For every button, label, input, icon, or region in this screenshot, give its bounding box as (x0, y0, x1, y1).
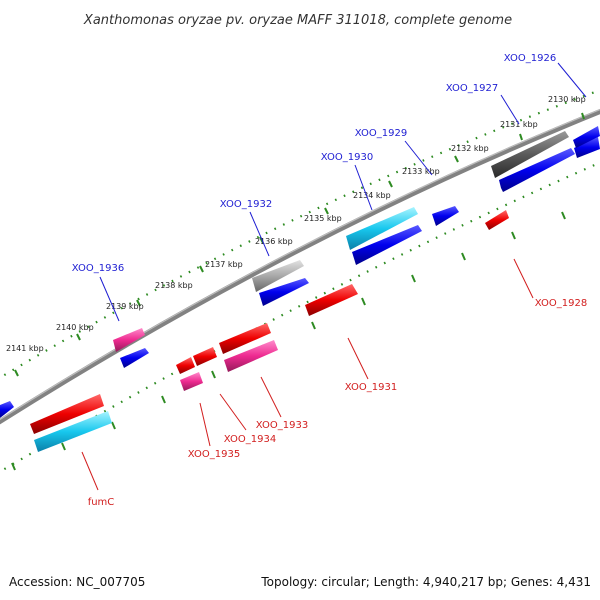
outer-tick (388, 180, 393, 188)
forward-leader-lines (99, 62, 587, 322)
gene-feature[interactable] (0, 401, 14, 418)
kbp-label: 2131 kbp (500, 120, 538, 129)
gene-feature[interactable] (485, 210, 509, 230)
leader-line (500, 94, 520, 125)
gene-feature[interactable] (30, 394, 104, 434)
inner-tick (561, 211, 566, 220)
kbp-label: 2138 kbp (155, 281, 193, 290)
gene-label[interactable]: XOO_1934 (224, 434, 276, 445)
outer-tick (136, 299, 141, 307)
gene-label[interactable]: XOO_1929 (355, 128, 407, 139)
gene-feature[interactable] (574, 137, 600, 158)
inner-tick (111, 421, 116, 430)
outer-tick (324, 207, 329, 215)
gene-feature[interactable] (180, 372, 203, 391)
gene-feature[interactable] (120, 348, 149, 368)
map-title: Xanthomonas oryzae pv. oryzae MAFF 31101… (83, 13, 512, 28)
kbp-label: 2136 kbp (255, 237, 293, 246)
gene-label[interactable]: XOO_1932 (220, 199, 272, 210)
accession-text: Accession: NC_007705 (9, 575, 146, 589)
gene-label[interactable]: XOO_1933 (256, 420, 308, 431)
inner-tick (511, 231, 516, 240)
gene-feature[interactable] (491, 131, 569, 178)
kbp-label: 2132 kbp (451, 144, 489, 153)
kbp-label: 2139 kbp (106, 302, 144, 311)
forward-gene-labels: XOO_1926 XOO_1927 XOO_1929 XOO_1930 XOO_… (72, 53, 556, 274)
gene-label[interactable]: XOO_1936 (72, 263, 124, 274)
gene-feature[interactable] (219, 323, 271, 354)
gene-feature[interactable] (259, 278, 309, 306)
gene-feature[interactable] (193, 347, 217, 366)
gene-feature[interactable] (176, 357, 195, 374)
leader-line (557, 62, 587, 98)
outer-tick (581, 112, 585, 120)
leader-line (347, 337, 369, 380)
leader-line (354, 164, 373, 211)
inner-tick (361, 297, 366, 306)
gene-label[interactable]: XOO_1930 (321, 152, 373, 163)
gene-label[interactable]: XOO_1927 (446, 83, 498, 94)
inner-tick (311, 321, 316, 330)
kbp-label: 2135 kbp (304, 214, 342, 223)
gene-feature[interactable] (113, 328, 145, 352)
inner-track-ticks (11, 211, 566, 471)
leader-line (219, 393, 247, 431)
gene-label[interactable]: XOO_1928 (535, 298, 587, 309)
gene-label[interactable]: XOO_1935 (188, 449, 240, 460)
outer-tick (76, 333, 81, 341)
outer-tick (519, 133, 523, 141)
reverse-genes-row (30, 210, 509, 452)
leader-line (513, 258, 534, 299)
gene-feature[interactable] (432, 206, 459, 226)
inner-tick (461, 252, 466, 261)
inner-tick (161, 395, 166, 404)
inner-tick (211, 370, 216, 379)
topology-text: Topology: circular; Length: 4,940,217 bp… (261, 575, 591, 589)
kbp-labels: 2130 kbp 2131 kbp 2132 kbp 2133 kbp 2134… (6, 95, 586, 353)
inner-tick (61, 442, 66, 451)
gene-feature[interactable] (499, 148, 575, 192)
leader-line (404, 140, 433, 176)
inner-tick (411, 274, 416, 283)
gene-label[interactable]: XOO_1926 (504, 53, 556, 64)
gene-label[interactable]: XOO_1931 (345, 382, 397, 393)
outer-tick (199, 265, 204, 273)
leader-line (260, 376, 282, 418)
kbp-label: 2137 kbp (205, 260, 243, 269)
gene-feature[interactable] (252, 260, 304, 292)
gene-feature[interactable] (573, 126, 600, 148)
leader-line (81, 451, 99, 491)
kbp-label: 2141 kbp (6, 344, 44, 353)
reverse-gene-labels: XOO_1928 XOO_1931 XOO_1933 XOO_1934 XOO_… (88, 298, 588, 508)
forward-genes-upper-row (113, 126, 600, 352)
kbp-label: 2134 kbp (353, 191, 391, 200)
gene-feature[interactable] (224, 340, 278, 372)
reverse-leader-lines (81, 258, 534, 491)
gene-feature[interactable] (346, 207, 418, 250)
leader-line (199, 402, 211, 447)
kbp-label: 2140 kbp (56, 323, 94, 332)
gene-feature[interactable] (352, 225, 422, 265)
gene-feature[interactable] (305, 284, 358, 316)
forward-genes-outer-row (0, 137, 600, 418)
outer-tick (454, 155, 459, 163)
leader-line (99, 276, 120, 322)
kbp-label: 2130 kbp (548, 95, 586, 104)
genome-backbone (0, 108, 600, 425)
gene-feature[interactable] (34, 411, 112, 452)
outer-tick (14, 369, 19, 377)
kbp-label: 2133 kbp (402, 167, 440, 176)
leader-line (249, 211, 270, 257)
genome-backbone-highlight (0, 108, 600, 421)
gene-label[interactable]: fumC (88, 497, 115, 508)
outer-dotted-track (0, 89, 600, 379)
inner-tick (11, 462, 16, 471)
